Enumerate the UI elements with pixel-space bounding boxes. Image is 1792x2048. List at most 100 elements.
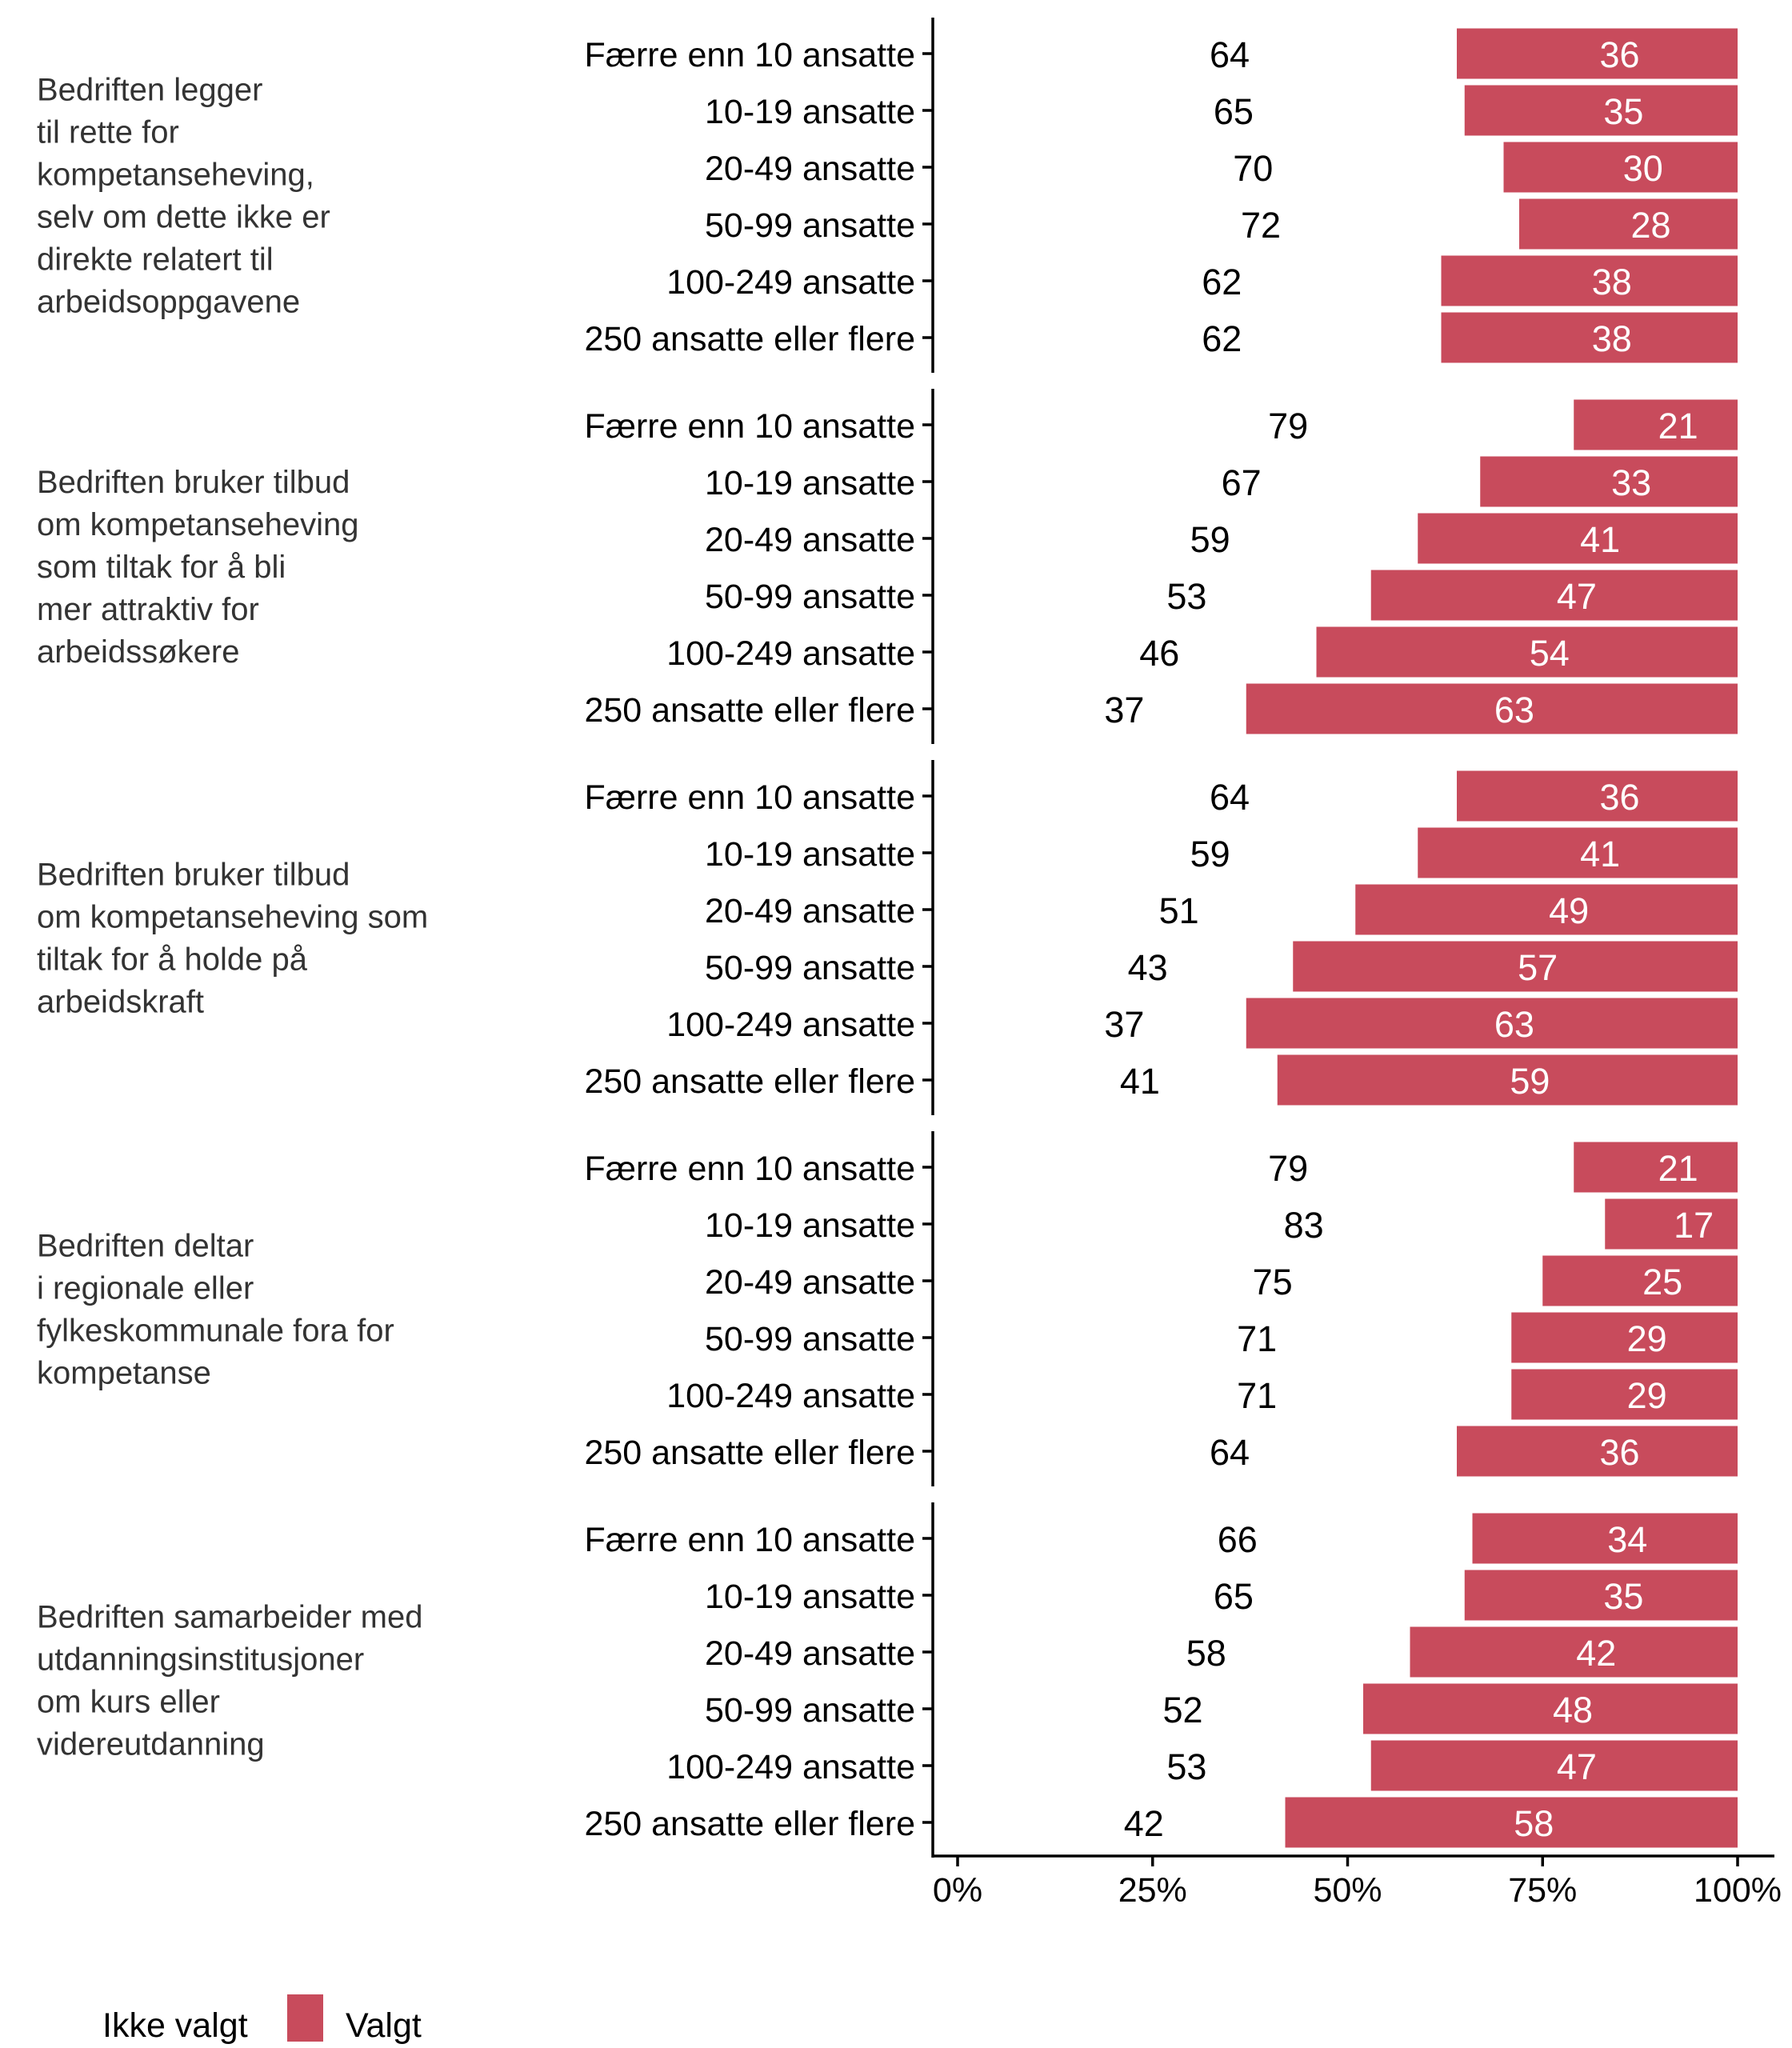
data-label-ikke-valgt: 53	[1166, 576, 1206, 617]
data-label-valgt: 34	[1607, 1519, 1647, 1560]
data-label-ikke-valgt: 64	[1210, 777, 1250, 818]
y-tick-label: Færre enn 10 ansatte	[584, 407, 915, 446]
y-tick-label: 100-249 ansatte	[666, 634, 915, 673]
y-tick-label: 250 ansatte eller flere	[584, 1062, 915, 1101]
bar-valgt	[1457, 28, 1738, 79]
legend-swatch-valgt	[287, 1994, 323, 2042]
panel-title-line: Bedriften bruker tilbud	[37, 465, 350, 500]
y-tick-label: 100-249 ansatte	[666, 1748, 915, 1786]
bar-valgt	[1472, 1513, 1738, 1564]
bar-ikke-valgt	[958, 683, 1246, 734]
y-tick-label: 20-49 ansatte	[705, 1263, 915, 1302]
y-tick-label: 50-99 ansatte	[705, 206, 915, 245]
panel: Bedriften bruker tilbud om kompetansehevi…	[37, 760, 1738, 1115]
y-tick-label: 50-99 ansatte	[705, 1320, 915, 1358]
panel: Bedriften deltar i regionale eller fylkesk…	[37, 1131, 1738, 1486]
data-label-ikke-valgt: 62	[1202, 318, 1242, 359]
data-label-ikke-valgt: 53	[1166, 1746, 1206, 1787]
data-label-ikke-valgt: 37	[1104, 690, 1144, 730]
y-tick-label: Færre enn 10 ansatte	[584, 778, 915, 817]
bar-valgt	[1355, 884, 1738, 935]
bar-valgt	[1503, 142, 1738, 193]
y-tick-label: 50-99 ansatte	[705, 578, 915, 616]
y-tick-label: 50-99 ansatte	[705, 949, 915, 987]
y-tick-label: 100-249 ansatte	[666, 1006, 915, 1044]
y-tick-label: 250 ansatte eller flere	[584, 320, 915, 358]
data-label-valgt: 38	[1592, 262, 1632, 302]
data-label-ikke-valgt: 70	[1233, 148, 1273, 189]
data-label-valgt: 36	[1600, 1432, 1640, 1473]
bar-ikke-valgt	[958, 1312, 1512, 1363]
data-label-ikke-valgt: 58	[1186, 1633, 1226, 1674]
bar-valgt	[1464, 1570, 1738, 1621]
y-tick-label: 10-19 ansatte	[705, 1578, 915, 1616]
bar-ikke-valgt	[958, 884, 1356, 935]
bar-valgt	[1574, 399, 1738, 450]
data-label-valgt: 57	[1518, 947, 1558, 988]
panel-title-line: som tiltak for å bli	[37, 550, 286, 585]
bar-ikke-valgt	[958, 456, 1481, 507]
bar-ikke-valgt	[958, 312, 1442, 363]
bar-ikke-valgt	[958, 85, 1465, 136]
bar-ikke-valgt	[958, 1626, 1410, 1678]
data-label-valgt: 29	[1627, 1318, 1667, 1359]
bar-ikke-valgt	[958, 255, 1442, 306]
panel-title-line: om kompetanseheving	[37, 507, 358, 542]
panel-title-line: Bedriften bruker tilbud	[37, 858, 350, 893]
legend: Ikke valgt Valgt	[102, 1994, 422, 2045]
panel-title-line: til rette for	[37, 115, 179, 150]
panel-title-line: om kurs eller	[37, 1685, 220, 1720]
data-label-valgt: 33	[1611, 462, 1651, 503]
panel-title-line: Bedriften deltar	[37, 1229, 254, 1264]
panel-title-line: kompetanseheving,	[37, 158, 314, 193]
panel-title-line: fylkeskommunale fora for	[37, 1314, 394, 1349]
data-label-valgt: 21	[1658, 406, 1698, 446]
bar-valgt	[1418, 827, 1738, 878]
bar-valgt	[1246, 998, 1738, 1049]
data-label-ikke-valgt: 52	[1163, 1690, 1203, 1730]
bar-ikke-valgt	[958, 941, 1294, 992]
panel-title-line: videreutdanning	[37, 1727, 265, 1762]
y-tick-label: 20-49 ansatte	[705, 1634, 915, 1673]
y-tick-label: 50-99 ansatte	[705, 1691, 915, 1730]
data-label-valgt: 42	[1576, 1633, 1616, 1674]
bar-ikke-valgt	[958, 1740, 1371, 1791]
data-label-ikke-valgt: 75	[1253, 1262, 1293, 1302]
bar-valgt	[1441, 312, 1738, 363]
bar-valgt	[1542, 1255, 1738, 1306]
panel-title-line: om kompetanseheving som	[37, 900, 428, 935]
panel: Bedriften legger til rette for kompetanseh…	[37, 18, 1738, 373]
panel-title-line: direkte relatert til	[37, 242, 274, 278]
data-label-valgt: 49	[1549, 890, 1589, 931]
y-tick-label: Færre enn 10 ansatte	[584, 36, 915, 74]
data-label-valgt: 41	[1580, 519, 1620, 560]
bar-valgt	[1441, 255, 1738, 306]
data-label-valgt: 47	[1557, 1746, 1597, 1787]
data-label-valgt: 35	[1603, 1576, 1643, 1617]
panel-title-line: arbeidskraft	[37, 985, 204, 1020]
data-label-ikke-valgt: 59	[1190, 834, 1230, 874]
panel: Bedriften samarbeider med utdanningsinsti…	[37, 1502, 1738, 1858]
y-tick-label: 20-49 ansatte	[705, 150, 915, 188]
data-label-valgt: 21	[1658, 1148, 1698, 1189]
y-tick-label: 100-249 ansatte	[666, 1377, 915, 1415]
bar-valgt	[1418, 513, 1738, 564]
bar-ikke-valgt	[958, 1054, 1278, 1106]
y-tick-label: Færre enn 10 ansatte	[584, 1521, 915, 1559]
bar-valgt	[1574, 1142, 1738, 1193]
bar-ikke-valgt	[958, 399, 1574, 450]
data-label-ikke-valgt: 79	[1268, 1148, 1308, 1189]
data-label-valgt: 28	[1631, 205, 1671, 246]
data-label-valgt: 35	[1603, 91, 1643, 132]
data-label-ikke-valgt: 43	[1128, 947, 1168, 988]
data-label-ikke-valgt: 46	[1139, 633, 1179, 674]
bar-valgt	[1316, 626, 1738, 678]
bar-valgt	[1285, 1797, 1738, 1848]
x-tick-label: 50%	[1313, 1871, 1382, 1910]
y-tick-label: 250 ansatte eller flere	[584, 1434, 915, 1472]
bar-ikke-valgt	[958, 1142, 1574, 1193]
x-tick-label: 75%	[1508, 1871, 1577, 1910]
panel: Bedriften bruker tilbud om kompetansehevi…	[37, 389, 1738, 744]
bar-ikke-valgt	[958, 513, 1418, 564]
